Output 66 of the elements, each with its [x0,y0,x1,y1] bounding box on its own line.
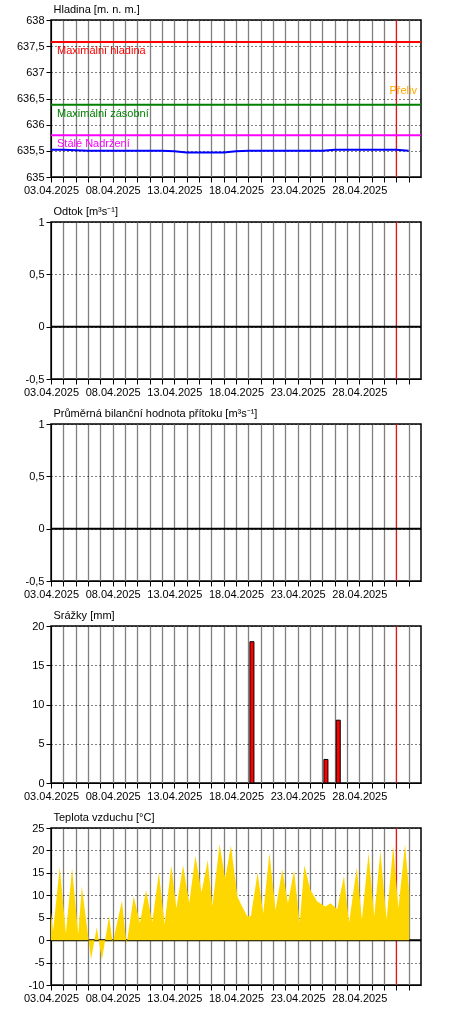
y-tick-label: 5 [38,737,45,750]
ref-line-label: Maximální hladina [57,43,147,56]
x-tick-label: 03.04.2025 [23,991,80,1004]
y-axis-title: Průměrná bilanční hodnota přítoku [m³s⁻¹] [53,406,258,419]
x-tick-label: 18.04.2025 [208,183,265,196]
y-tick-label: 1 [38,215,45,228]
y-tick-label: 0 [38,776,45,789]
ref-line-label: Maximální zásobní [57,106,149,119]
y-tick-label: 15 [32,866,45,879]
y-tick-label: 25 [32,821,45,834]
y-tick-label: 635,5 [16,144,45,157]
y-axis-title: Odtok [m³s⁻¹] [53,204,119,217]
x-tick-label: 03.04.2025 [23,789,80,802]
x-tick-label: 08.04.2025 [85,385,141,398]
y-tick-label: 0 [38,522,45,535]
x-tick-label: 23.04.2025 [270,385,326,398]
y-tick-label: 638 [26,13,45,26]
x-tick-label: 08.04.2025 [85,789,141,802]
y-tick-label: -10 [28,978,45,991]
x-tick-label: 08.04.2025 [85,587,141,600]
x-tick-label: 13.04.2025 [147,183,203,196]
x-tick-label: 18.04.2025 [208,385,265,398]
y-tick-label: 637,5 [16,39,45,52]
y-tick-label: -5 [34,956,45,969]
y-tick-label: 0 [38,320,45,333]
x-tick-label: 18.04.2025 [208,587,265,600]
y-tick-label: 20 [32,843,45,856]
x-tick-label: 18.04.2025 [208,991,265,1004]
ref-line-label: Stálé Nadržení [57,137,130,150]
x-tick-label: 18.04.2025 [208,789,265,802]
x-tick-label: 13.04.2025 [147,385,203,398]
y-tick-label: 10 [32,888,45,901]
x-tick-label: 23.04.2025 [270,183,326,196]
y-tick-label: 635 [26,170,45,183]
y-tick-label: 10 [32,698,45,710]
y-axis-title: Hladina [m. n. m.] [53,2,140,15]
x-tick-label: 28.04.2025 [332,789,388,802]
x-tick-label: 23.04.2025 [270,991,326,1004]
x-tick-label: 23.04.2025 [270,587,326,600]
y-tick-label: 15 [32,658,45,671]
x-tick-label: 13.04.2025 [147,991,203,1004]
x-tick-label: 28.04.2025 [332,587,388,600]
x-tick-label: 28.04.2025 [332,385,388,398]
x-tick-label: 23.04.2025 [270,789,326,802]
y-tick-label: -0,5 [25,574,45,587]
x-tick-label: 28.04.2025 [332,183,388,196]
y-tick-label: 637 [26,65,45,78]
y-tick-label: -0,5 [25,372,45,385]
y-tick-label: 0,5 [29,267,45,280]
y-tick-label: 636 [26,118,45,131]
x-tick-label: 03.04.2025 [23,385,80,398]
x-tick-label: 13.04.2025 [147,587,203,600]
y-tick-label: 20 [32,619,45,632]
x-tick-label: 13.04.2025 [147,789,203,802]
x-tick-label: 03.04.2025 [23,587,80,600]
y-tick-label: 0,5 [29,469,45,482]
x-tick-label: 08.04.2025 [85,991,141,1004]
y-tick-label: 1 [38,417,45,430]
x-tick-label: 28.04.2025 [332,991,388,1004]
x-tick-label: 08.04.2025 [85,183,141,196]
y-axis-title: Srážky [mm] [53,608,115,621]
x-tick-label: 03.04.2025 [23,183,80,196]
y-axis-title: Teplota vzduchu [°C] [53,810,155,823]
y-tick-label: 0 [38,933,45,946]
y-tick-label: 5 [38,911,45,924]
y-tick-label: 636,5 [16,92,45,104]
